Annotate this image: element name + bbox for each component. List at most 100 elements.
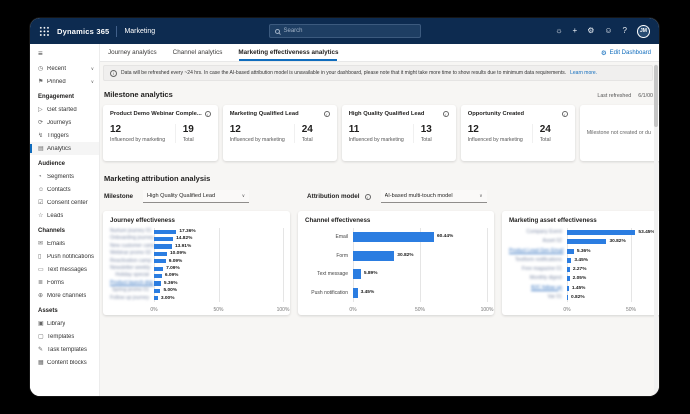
user-avatar[interactable]: JM	[637, 24, 650, 38]
bar-value: 9.09%	[168, 258, 183, 264]
sidebar-item-forms[interactable]: ≣ Forms	[30, 276, 99, 289]
sidebar-item-push-notifications[interactable]: ▯ Push notifications	[30, 250, 99, 263]
top-navigation-bar: Dynamics 365 Marketing Search ☼ + ⚙ ☺? JM	[30, 18, 659, 44]
bar-label: Free magazine 01	[521, 266, 562, 272]
banner-text: Data will be refreshed every ~24 hrs. In…	[121, 70, 567, 76]
total-value: 13	[420, 124, 432, 135]
info-icon[interactable]: i	[561, 111, 568, 117]
sidebar-item-get-started[interactable]: ▷ Get started	[30, 103, 99, 116]
sidebar-collapse-icon[interactable]: ≡	[38, 49, 43, 58]
axis-tick: 100%	[480, 307, 494, 313]
app-window: Dynamics 365 Marketing Search ☼ + ⚙ ☺? JM ≡ …	[30, 18, 659, 396]
bar-value: 3.45%	[574, 257, 589, 263]
tab-channel-analytics[interactable]: Channel analytics	[172, 49, 223, 56]
tab-journey-analytics[interactable]: Journey analytics	[108, 49, 157, 56]
edit-dashboard-button[interactable]: ⚙ Edit Dashboard	[601, 49, 651, 57]
sidebar-item-content-blocks[interactable]: ▦ Content blocks	[30, 356, 99, 369]
bar-value: 10.09%	[170, 251, 187, 257]
clock-icon: ◷	[38, 66, 44, 72]
sidebar-item-library[interactable]: ▣ Library	[30, 317, 99, 330]
sidebar-item-templates[interactable]: ▢ Templates	[30, 330, 99, 343]
bar	[154, 266, 164, 271]
more-channels-icon: ⊕	[38, 293, 44, 299]
sidebar-item-more-channels[interactable]: ⊕ More channels	[30, 289, 99, 302]
sidebar-item-recent[interactable]: ◷ Recent ∨	[30, 62, 99, 75]
sidebar-item-label: More channels	[47, 292, 87, 299]
bar	[154, 229, 177, 234]
bar-label: Text message	[317, 271, 348, 277]
sidebar-item-journeys[interactable]: ⟳ Journeys	[30, 116, 99, 129]
attribution-model-dropdown-value: AI-based multi-touch model	[384, 193, 453, 199]
sidebar-item-analytics[interactable]: ▤ Analytics	[30, 142, 99, 155]
journeys-icon: ⟳	[38, 120, 44, 126]
bar	[353, 250, 395, 261]
sidebar-item-consent-center[interactable]: ☑ Consent center	[30, 196, 99, 209]
bar-label: New customer campai	[110, 242, 154, 249]
total-value: 24	[539, 124, 551, 135]
feedback-smiley-icon[interactable]: ☺	[604, 26, 613, 35]
bar	[353, 232, 434, 243]
chart-card-marketing-asset-effectiveness: Marketing asset effectiveness Company Eve…	[502, 211, 659, 315]
sidebar-item-label: Templates	[47, 333, 75, 340]
sidebar-item-label: Task templates	[47, 346, 88, 353]
analytics-tab-bar: Journey analytics Channel analytics Mark…	[100, 44, 659, 62]
chart-card-journey-effectiveness: Journey effectiveness Nurture journey 01 O…	[103, 211, 290, 315]
sidebar-item-label: Forms	[47, 279, 64, 286]
sidebar-item-pinned[interactable]: ⚑ Pinned ∨	[30, 75, 99, 88]
app-area-title[interactable]: Marketing	[124, 27, 156, 35]
info-icon[interactable]: i	[323, 111, 330, 117]
sidebar-item-label: Get started	[47, 106, 77, 113]
bar-label: Monthly digest	[529, 275, 562, 282]
vertical-scrollbar[interactable]	[654, 64, 658, 394]
sidebar-item-emails[interactable]: ✉ Emails	[30, 237, 99, 250]
milestone-dropdown[interactable]: High Quality Qualified Lead ∨	[143, 190, 250, 203]
sidebar-item-text-messages[interactable]: ▭ Text messages	[30, 263, 99, 276]
info-icon[interactable]: i	[364, 193, 371, 200]
milestone-card-product-demo-webinar-comple: Product Demo Webinar Comple... i 12 Influen…	[103, 105, 218, 161]
total-value: 24	[301, 124, 313, 135]
sidebar-item-segments[interactable]: ◔ Segments	[30, 170, 99, 183]
chart-title: Journey effectiveness	[110, 217, 175, 224]
bar	[154, 251, 168, 257]
tab-marketing-effectiveness-analytics[interactable]: Marketing effectiveness analytics	[238, 44, 338, 61]
bar-value: 30.82%	[397, 252, 414, 258]
help-question-icon[interactable]: ?	[622, 26, 627, 35]
bar	[353, 269, 361, 280]
bar-label: Asset 02	[542, 238, 562, 245]
bar-label: Push notification	[311, 289, 348, 296]
scrollbar-thumb[interactable]	[654, 65, 658, 127]
milestone-analytics-title: Milestone analytics	[104, 90, 173, 99]
learn-more-link[interactable]: Learn more.	[570, 70, 598, 76]
sidebar-item-leads[interactable]: ☆ Leads	[30, 209, 99, 222]
bar-label: Company Event	[526, 229, 562, 235]
attribution-model-dropdown[interactable]: AI-based multi-touch model ∨	[380, 190, 487, 203]
brand-title: Dynamics 365	[57, 26, 110, 36]
plus-icon[interactable]: +	[572, 26, 578, 35]
attribution-analysis-title: Marketing attribution analysis	[104, 174, 211, 183]
leads-icon: ☆	[38, 213, 44, 219]
bar	[567, 230, 636, 236]
bar-value: 0.82%	[571, 294, 585, 300]
info-icon: i	[110, 69, 117, 77]
bar	[353, 287, 358, 298]
sidebar-item-triggers[interactable]: ↯ Triggers	[30, 129, 99, 142]
attribution-model-label: Attribution model	[307, 193, 360, 200]
sidebar-nav: ≡ ◷ Recent ∨ ⚑ Pinned ∨ Engagement ▷ Get started…	[30, 44, 100, 396]
sidebar-item-label: Pinned	[47, 78, 66, 85]
settings-gear-icon[interactable]: ⚙	[587, 26, 595, 35]
library-icon: ▣	[38, 321, 44, 327]
analytics-icon: ▤	[38, 146, 44, 152]
bar	[567, 285, 569, 291]
chevron-down-icon: ∨	[90, 65, 94, 71]
waffle-menu-icon[interactable]	[39, 26, 49, 36]
info-icon[interactable]: i	[204, 111, 211, 117]
bar	[567, 267, 570, 273]
search-input[interactable]: Search	[268, 24, 421, 38]
info-icon[interactable]: i	[442, 111, 449, 117]
bar-label: Onboarding journey	[110, 235, 154, 242]
chart-title: Channel effectiveness	[305, 217, 371, 224]
sidebar-item-contacts[interactable]: ☺ Contacts	[30, 183, 99, 196]
influenced-value: 12	[467, 124, 479, 135]
sidebar-item-task-templates[interactable]: ✎ Task templates	[30, 343, 99, 356]
lightbulb-icon[interactable]: ☼	[555, 26, 563, 35]
